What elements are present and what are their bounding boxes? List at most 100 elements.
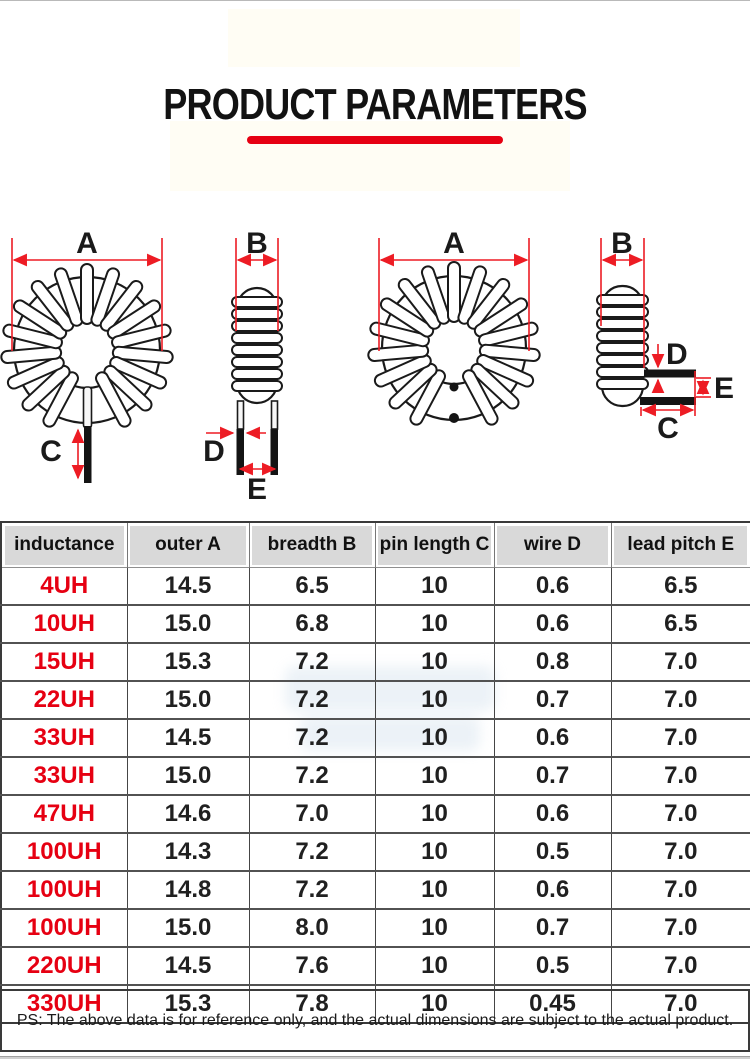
table-row: 22UH 15.0 7.2 10 0.7 7.0 [1,680,750,719]
winding-bar [388,362,438,410]
value-cell: 0.5 [493,946,611,985]
value-cell: 10 [374,756,494,795]
winding-bar [95,371,132,428]
lead-exit-dot [449,382,459,392]
value-cell: 0.6 [493,604,611,643]
coil-turn [231,320,283,332]
value-cell: 15.0 [126,908,249,947]
winding-bar [111,323,172,350]
toroid-windings [367,261,541,426]
value-cell: 6.8 [248,604,375,643]
value-cell: 7.2 [248,832,375,871]
value-cell: 7.0 [610,908,750,947]
value-cell: 0.5 [493,832,611,871]
inductance-cell: 100UH [1,908,127,947]
coil-windings [231,296,283,392]
table-row: 220UH 14.5 7.6 10 0.5 7.0 [1,946,750,985]
winding-bar [466,277,511,330]
dimension-diagrams: A C B D E [0,227,734,506]
column-header: wire D [493,522,611,568]
inductance-cell: 100UH [1,832,127,871]
value-cell: 15.0 [126,680,249,719]
toroid-windings [0,263,174,428]
column-header: lead pitch E [610,522,750,568]
value-cell: 10 [374,946,494,985]
value-cell: 6.5 [610,604,750,643]
winding-bar [6,356,65,390]
lead-pin [270,429,278,475]
value-cell: 0.7 [493,756,611,795]
inductance-cell: 100UH [1,870,127,909]
winding-bar [2,323,63,350]
winding-bar [379,297,435,338]
value-cell: 14.6 [126,794,249,833]
coil-turn [596,354,649,366]
inductance-cell: 220UH [1,946,127,985]
inductance-cell: 33UH [1,756,127,795]
footer-note: PS: The above data is for reference only… [16,1011,734,1029]
spec-table-body: 4UH 14.5 6.5 10 0.6 6.5 10UH 15.0 6.8 10 0.6 6.5 15U… [1,567,750,1023]
winding-bar [367,343,430,362]
value-cell: 7.0 [248,794,375,833]
dim-label-b: B [611,227,633,260]
winding-bar [369,321,430,348]
value-cell: 0.6 [493,567,611,605]
inductance-cell: 10UH [1,604,127,643]
coil-turn [231,308,283,320]
winding-bar [30,279,75,332]
bottom-strip [0,1056,750,1059]
winding-bar [373,354,432,388]
table-row: 10UH 15.0 6.8 10 0.6 6.5 [1,604,750,643]
value-cell: 10 [374,718,494,757]
winding-bar [397,277,442,330]
column-header: pin length C [374,522,494,568]
value-cell: 15.0 [126,756,249,795]
winding-bar [478,321,539,348]
value-cell: 7.0 [610,718,750,757]
winding-bar [90,267,121,327]
inductance-cell: 15UH [1,642,127,681]
inductance-cell: 4UH [1,567,127,605]
coil-turn [596,294,649,306]
inductance-cell: 47UH [1,794,127,833]
coil-turn [231,332,283,344]
toroid-side-view-2: B D E C [596,227,734,445]
dim-label-a: A [443,227,465,260]
dim-label-a: A [76,227,98,260]
column-header: inductance [1,522,127,568]
coil-turn [231,368,283,380]
lead-pin [236,429,244,475]
table-row: 100UH 14.3 7.2 10 0.5 7.0 [1,832,750,871]
title-underline [247,136,503,144]
value-cell: 7.2 [248,756,375,795]
coil-turn [596,378,649,390]
lead-exit-dot [449,413,459,423]
winding-bar [476,354,535,388]
value-cell: 7.2 [248,642,375,681]
winding-bar [420,265,451,325]
column-header: breadth B [248,522,375,568]
value-cell: 15.3 [126,642,249,681]
coil-turn [596,342,649,354]
value-cell: 0.7 [493,680,611,719]
lead-pin [84,426,92,483]
table-row: 47UH 14.6 7.0 10 0.6 7.0 [1,794,750,833]
value-cell: 7.2 [248,870,375,909]
value-cell: 7.6 [248,946,375,985]
table-row: 100UH 15.0 8.0 10 0.7 7.0 [1,908,750,947]
inductance-cell: 22UH [1,680,127,719]
dim-label-e: E [714,372,734,405]
winding-bar [21,364,71,412]
value-cell: 0.8 [493,642,611,681]
value-cell: 10 [374,567,494,605]
value-cell: 0.6 [493,870,611,909]
winding-bar [457,265,488,325]
table-row: 100UH 14.8 7.2 10 0.6 7.0 [1,870,750,909]
footer-note-box: PS: The above data is for reference only… [0,989,750,1052]
column-header: outer A [126,522,249,568]
value-cell: 10 [374,832,494,871]
value-cell: 7.8 [248,984,375,1023]
winding-bar [80,263,94,325]
